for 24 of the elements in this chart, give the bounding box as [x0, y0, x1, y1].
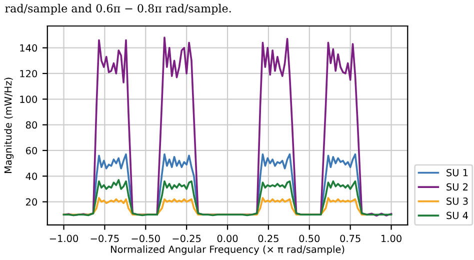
x-tick-label: 1.00	[382, 234, 402, 242]
y-tick-label: 120	[20, 70, 38, 78]
y-tick-label: 60	[26, 146, 38, 154]
x-axis-title: Normalized Angular Frequency (× π rad/sample)	[111, 245, 344, 255]
legend-label: SU 2	[446, 183, 468, 191]
line-series	[62, 179, 392, 216]
y-tick-label: 140	[20, 44, 38, 52]
legend-label: SU 3	[446, 198, 468, 205]
x-tick-label: 0.50	[299, 234, 320, 242]
y-axis-title: Magnitude (mW/Hz)	[4, 78, 14, 173]
x-tick-label: 0.25	[258, 234, 278, 242]
y-tick-label: 100	[20, 96, 38, 103]
x-tick-label: −1.00	[50, 234, 78, 242]
text: rad/sample and 0.6π − 0.8π rad/sample.	[5, 4, 231, 15]
y-tick-label: 20	[26, 198, 38, 206]
x-tick-label: −0.50	[132, 234, 160, 242]
x-tick-label: −0.25	[172, 234, 201, 242]
legend-label: SU 1	[446, 168, 468, 176]
legend-label: SU 4	[446, 212, 468, 220]
x-tick-label: −0.75	[90, 234, 119, 242]
y-tick-label: 80	[26, 121, 38, 129]
x-tick-label: 0.00	[217, 234, 238, 242]
x-tick-label: 0.75	[340, 234, 360, 242]
y-tick-label: 40	[26, 172, 38, 180]
